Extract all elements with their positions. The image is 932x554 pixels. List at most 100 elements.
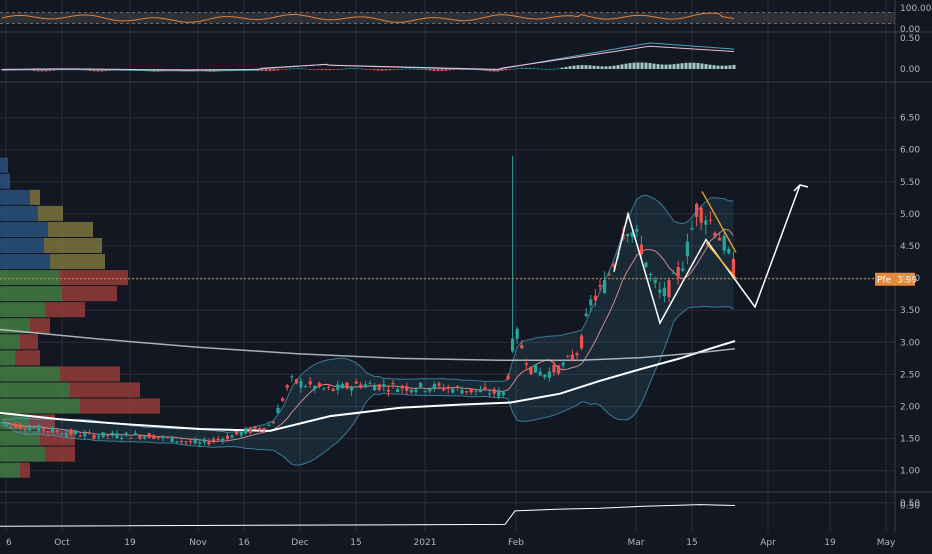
candle-body bbox=[41, 429, 45, 431]
candle-body bbox=[676, 267, 680, 277]
candle-body bbox=[658, 289, 662, 293]
volume-profile-bar-up bbox=[0, 173, 10, 189]
candle bbox=[727, 246, 731, 255]
price-tick-label: 4.50 bbox=[900, 242, 920, 252]
macd-histogram-bar bbox=[692, 62, 696, 69]
candle-body bbox=[166, 436, 170, 438]
volume-profile-bar-down bbox=[45, 302, 85, 318]
macd-histogram-bar bbox=[332, 69, 336, 70]
candle-body bbox=[359, 384, 363, 388]
macd-histogram-bar bbox=[368, 69, 372, 70]
time-tick-label: Oct bbox=[54, 538, 70, 548]
candle bbox=[184, 440, 188, 445]
candle bbox=[419, 382, 423, 389]
price-tick-label: 5.50 bbox=[900, 178, 920, 188]
candle-body bbox=[653, 279, 657, 283]
candle-body bbox=[207, 441, 211, 445]
candle bbox=[538, 368, 542, 377]
macd-histogram-bar bbox=[600, 66, 604, 69]
macd-histogram-bar bbox=[448, 69, 452, 71]
time-tick-label: 19 bbox=[124, 538, 136, 548]
macd-histogram-bar bbox=[572, 65, 576, 69]
candle-body bbox=[198, 442, 202, 444]
price-tick-label: 0.50 bbox=[900, 499, 920, 509]
candle-body bbox=[455, 386, 459, 388]
candle bbox=[359, 381, 363, 390]
candle-body bbox=[722, 235, 726, 251]
candle-body bbox=[570, 354, 574, 360]
macd-histogram-bar bbox=[568, 66, 572, 69]
candle-body bbox=[414, 389, 418, 392]
candle bbox=[46, 430, 50, 435]
candle bbox=[350, 385, 354, 396]
candle-body bbox=[253, 426, 257, 429]
candle-body bbox=[685, 241, 689, 257]
macd-histogram-bar bbox=[304, 68, 308, 70]
candle bbox=[658, 281, 662, 299]
candle bbox=[18, 422, 22, 431]
candle bbox=[644, 261, 648, 269]
volume-profile-bar-down bbox=[60, 270, 128, 286]
candle bbox=[110, 430, 114, 438]
candle-body bbox=[566, 356, 570, 358]
volume-profile bbox=[0, 157, 160, 478]
candle bbox=[465, 391, 469, 395]
macd-signal-line bbox=[2, 45, 735, 71]
time-tick-label: 2021 bbox=[414, 538, 437, 548]
macd-histogram-bar bbox=[524, 67, 528, 69]
macd-histogram-bar bbox=[356, 68, 360, 70]
candle bbox=[322, 387, 326, 391]
candle bbox=[115, 430, 119, 439]
macd-histogram-bar bbox=[328, 69, 332, 71]
candle-body bbox=[529, 366, 533, 375]
candle bbox=[175, 441, 179, 444]
candle-body bbox=[391, 383, 395, 385]
rsi-tick-label: 100.00 bbox=[900, 4, 932, 14]
candle bbox=[626, 233, 630, 243]
candle bbox=[189, 438, 193, 445]
candle-body bbox=[92, 435, 96, 439]
macd-histogram-bar bbox=[312, 69, 316, 70]
candle bbox=[662, 281, 666, 302]
candle bbox=[635, 225, 639, 237]
volume-panel bbox=[0, 504, 736, 527]
macd-histogram-bar bbox=[316, 69, 320, 70]
candle-body bbox=[74, 431, 78, 434]
candle bbox=[474, 390, 478, 396]
time-tick-label: May bbox=[877, 538, 896, 548]
candle-body bbox=[101, 432, 105, 438]
candle-body bbox=[244, 428, 248, 434]
candle bbox=[147, 432, 151, 438]
candle-body bbox=[299, 381, 303, 388]
candle-body bbox=[313, 385, 317, 390]
last-price-label: 3.99 bbox=[897, 276, 917, 286]
macd-histogram-bar bbox=[396, 69, 400, 70]
candle-body bbox=[267, 424, 271, 426]
price-tick-label: 3.00 bbox=[900, 338, 920, 348]
candle bbox=[290, 374, 294, 383]
candle-body bbox=[713, 232, 717, 237]
candle bbox=[501, 391, 505, 398]
macd-histogram-bar bbox=[560, 67, 564, 69]
macd-histogram-bar bbox=[532, 68, 536, 69]
candle bbox=[593, 289, 597, 307]
candle bbox=[557, 364, 561, 376]
candle bbox=[106, 434, 110, 440]
candle bbox=[363, 381, 367, 389]
macd-histogram-bar bbox=[376, 69, 380, 71]
macd-histogram-bar bbox=[712, 65, 716, 69]
candle-body bbox=[221, 438, 225, 441]
candle bbox=[455, 385, 459, 391]
candle-body bbox=[175, 441, 179, 443]
volume-profile-bar-down bbox=[44, 237, 102, 254]
macd-histogram-bar bbox=[500, 69, 504, 71]
macd-histogram-bar bbox=[684, 62, 688, 69]
candle-body bbox=[152, 435, 156, 439]
macd-histogram-bar bbox=[188, 69, 192, 70]
macd-histogram-bar bbox=[444, 69, 448, 71]
candle bbox=[14, 421, 18, 430]
macd-histogram-bar bbox=[424, 69, 428, 71]
macd-histogram-bar bbox=[620, 64, 624, 69]
